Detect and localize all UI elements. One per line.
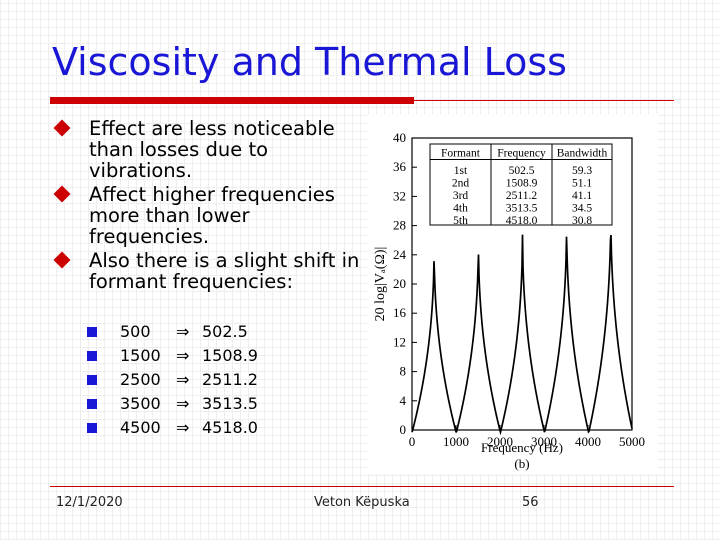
title-underline — [50, 97, 674, 105]
square-bullet-icon — [87, 351, 97, 361]
table-cell: 3rd — [453, 190, 469, 202]
original-frequency: 1500 — [120, 346, 161, 365]
original-frequency: 4500 — [120, 418, 161, 437]
bullet-item: Affect higher frequencies more than lowe… — [53, 183, 364, 248]
x-axis: 0 1000 2000 3000 4000 5000 — [409, 425, 645, 449]
y-tick-label: 36 — [393, 159, 407, 174]
arrow-icon: ⇒ — [176, 418, 190, 437]
shifted-frequency: 2511.2 — [202, 370, 258, 389]
square-bullet-icon — [87, 375, 97, 385]
title-underline-thin — [414, 100, 674, 101]
shifted-frequency: 3513.5 — [202, 394, 258, 413]
bullet-text: Effect are less noticeable than losses d… — [89, 117, 335, 182]
table-cell: 3513.5 — [506, 203, 538, 215]
arrow-icon: ⇒ — [176, 346, 190, 365]
x-axis-label: Frequency (Hz) — [481, 440, 563, 455]
title-underline-thick — [50, 97, 414, 104]
footer-rule — [50, 486, 674, 487]
original-frequency: 3500 — [120, 394, 161, 413]
y-tick-label: 4 — [400, 393, 407, 408]
diamond-bullet-icon — [53, 185, 71, 203]
shifted-frequency: 502.5 — [202, 322, 248, 341]
arrow-icon: ⇒ — [176, 370, 190, 389]
x-tick-label: 0 — [409, 434, 416, 449]
table-frame — [429, 143, 613, 226]
y-tick-label: 24 — [393, 247, 407, 262]
x-tick-label: 3000 — [531, 434, 557, 449]
y-tick-label: 0 — [400, 422, 407, 437]
table-cell: 1st — [454, 165, 468, 177]
bullet-item: Effect are less noticeable than losses d… — [53, 117, 364, 182]
y-tick-label: 12 — [393, 334, 406, 349]
table-cell: 5th — [453, 215, 468, 227]
table-header-cell: Formant — [441, 148, 481, 160]
x-tick-label: 4000 — [575, 434, 601, 449]
square-bullet-icon — [87, 327, 97, 337]
original-frequency: 500 — [120, 322, 151, 341]
slide-title: Viscosity and Thermal Loss — [52, 40, 567, 84]
y-tick-label: 20 — [393, 276, 406, 291]
original-frequency: 2500 — [120, 370, 161, 389]
table-cell: 2511.2 — [506, 190, 537, 202]
bullet-text: Also there is a slight shift in formant … — [89, 249, 360, 293]
square-bullet-icon — [87, 423, 97, 433]
footer-page-number: 56 — [522, 495, 539, 510]
table-cell: 59.3 — [572, 165, 592, 177]
table-cell: 502.5 — [509, 165, 535, 177]
bullet-item: Also there is a slight shift in formant … — [53, 249, 364, 293]
x-tick-label: 1000 — [443, 434, 469, 449]
diamond-bullet-icon — [53, 251, 71, 269]
table-header-cell: Frequency — [497, 148, 546, 160]
arrow-icon: ⇒ — [176, 322, 190, 341]
square-bullet-icon — [87, 399, 97, 409]
y-tick-label: 28 — [393, 218, 406, 233]
y-axis: 0 4 8 12 16 20 24 28 32 36 40 — [393, 130, 417, 437]
table-cell: 41.1 — [572, 190, 592, 202]
formant-spectrum-figure: 0 4 8 12 16 20 24 28 32 36 40 0 1000 2000 3000 4000 500… — [368, 114, 658, 474]
spectrum-curve — [411, 234, 633, 436]
y-tick-label: 8 — [400, 364, 407, 379]
x-tick-label: 5000 — [619, 434, 645, 449]
table-cell: 30.8 — [572, 215, 592, 227]
footer-date: 12/1/2020 — [56, 495, 123, 510]
table-cell: 1508.9 — [506, 178, 538, 190]
table-cell: 2nd — [452, 178, 470, 190]
arrow-icon: ⇒ — [176, 394, 190, 413]
table-header-cell: Bandwidth — [557, 148, 608, 160]
table-cell: 51.1 — [572, 178, 592, 190]
shifted-frequency: 4518.0 — [202, 418, 258, 437]
diamond-bullet-icon — [53, 119, 71, 137]
bullet-text: Affect higher frequencies more than lowe… — [89, 183, 335, 248]
footer-author: Veton Këpuska — [314, 495, 410, 510]
y-tick-label: 16 — [393, 305, 407, 320]
bullet-list: Effect are less noticeable than losses d… — [53, 117, 364, 295]
table-cell: 4th — [453, 203, 468, 215]
x-tick-label: 2000 — [487, 434, 513, 449]
table-cell: 34.5 — [572, 203, 592, 215]
chart-caption: (b) — [514, 456, 529, 471]
shifted-frequency: 1508.9 — [202, 346, 258, 365]
y-axis-label: 20 log|Vₐ(Ω)| — [373, 247, 388, 322]
y-tick-label: 32 — [393, 188, 406, 203]
y-tick-label: 40 — [393, 130, 406, 145]
formant-spectrum-chart: 0 4 8 12 16 20 24 28 32 36 40 0 1000 2000 3000 4000 500… — [373, 130, 645, 471]
table-cell: 4518.0 — [506, 215, 538, 227]
